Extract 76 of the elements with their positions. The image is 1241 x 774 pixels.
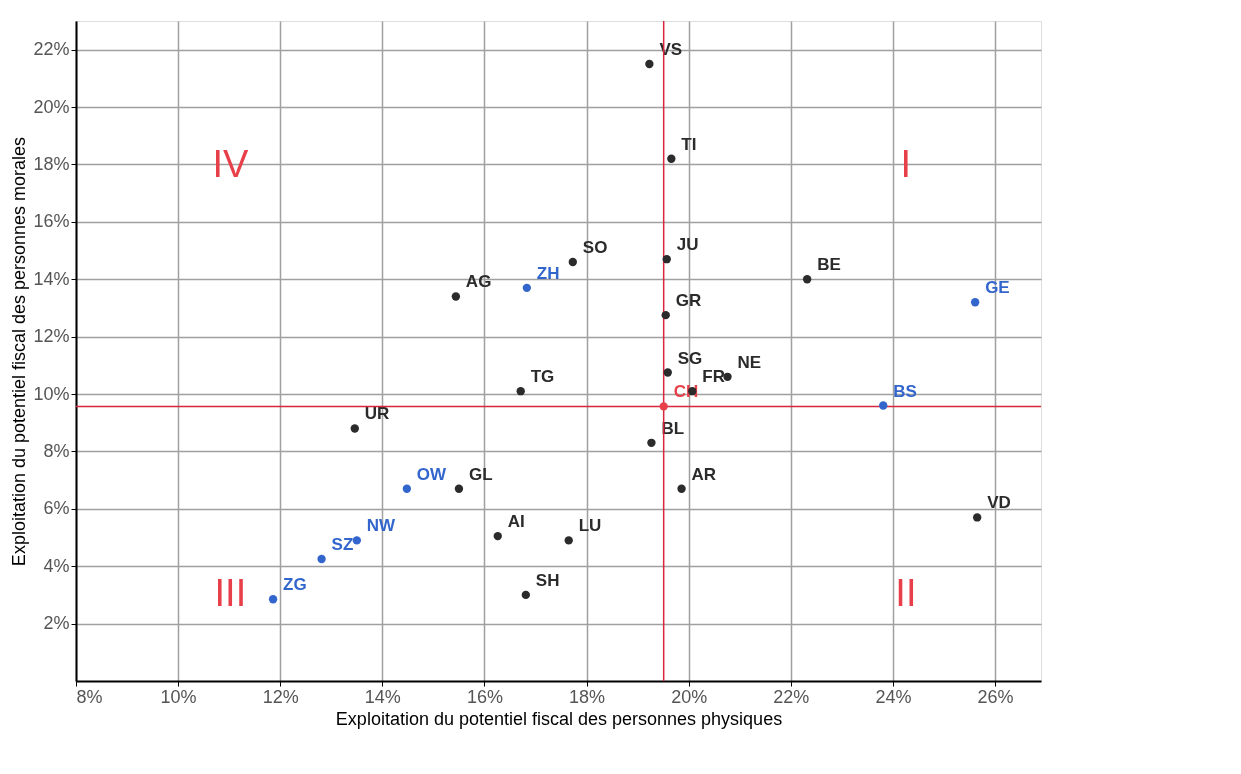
annotation: IV	[212, 143, 249, 186]
series-label: OW	[416, 464, 448, 484]
series-label: SZ	[331, 535, 354, 555]
y-tick-label: 8%	[43, 440, 70, 461]
series-label: UR	[364, 404, 390, 424]
point	[352, 536, 361, 545]
series-label: GE	[985, 278, 1010, 298]
series-label: NE	[737, 352, 762, 372]
point	[663, 368, 672, 377]
y-tick-label: 14%	[33, 268, 70, 289]
series-label: AG	[465, 272, 492, 292]
x-tick-label: 16%	[466, 686, 503, 707]
point	[402, 484, 412, 493]
series-label: JU	[676, 235, 699, 255]
point	[659, 402, 668, 411]
series-label: LU	[578, 516, 602, 536]
point	[516, 387, 525, 396]
x-tick-label: 20%	[671, 686, 708, 707]
point	[647, 438, 656, 447]
point	[454, 484, 464, 493]
point	[521, 590, 531, 600]
x-tick-label: 8%	[76, 686, 103, 707]
series-label: ZH	[536, 263, 560, 283]
y-tick-label: 20%	[33, 96, 70, 117]
y-axis-title: Exploitation du potentiel fiscal des personnes morales	[9, 136, 30, 567]
series-label: FR	[702, 367, 725, 387]
point	[879, 401, 888, 410]
point	[970, 298, 980, 307]
point	[661, 310, 670, 320]
series-label: TG	[530, 367, 555, 387]
y-tick-label: 16%	[33, 211, 70, 232]
x-tick-label: 10%	[160, 686, 197, 707]
y-tick-label: 4%	[43, 555, 70, 576]
point	[493, 531, 502, 541]
series-label: GR	[675, 291, 702, 311]
point	[662, 255, 671, 264]
y-tick-label: 18%	[33, 153, 70, 174]
series-label: BS	[893, 381, 917, 401]
point	[451, 292, 461, 301]
point	[568, 257, 577, 267]
annotation: II	[895, 572, 917, 615]
x-tick-label: 26%	[977, 686, 1014, 707]
x-tick-label: 14%	[364, 686, 401, 707]
x-tick-label: 24%	[875, 686, 912, 707]
series-label: AI	[507, 512, 525, 532]
point	[802, 275, 812, 284]
point	[268, 595, 278, 604]
point	[677, 484, 686, 493]
y-tick-label: 2%	[43, 613, 70, 634]
point	[645, 59, 654, 69]
y-tick-label: 12%	[33, 326, 70, 347]
point	[564, 536, 573, 545]
series-label: ZG	[283, 575, 307, 595]
series-label: SH	[535, 570, 560, 590]
point	[350, 424, 359, 433]
x-axis-title: Exploitation du potentiel fiscal des personnes physiques	[335, 708, 783, 729]
series-label: NW	[366, 516, 397, 536]
series-label: BE	[817, 255, 841, 275]
series-label: VD	[987, 493, 1011, 513]
series-label: SG	[677, 348, 703, 368]
annotation: III	[214, 572, 247, 615]
series-label: GL	[468, 464, 493, 484]
point	[667, 154, 676, 163]
series-label: SO	[582, 238, 608, 258]
annotation: I	[900, 143, 912, 186]
series-label: AR	[691, 464, 717, 484]
point	[522, 283, 532, 293]
x-tick-label: 22%	[773, 686, 810, 707]
x-tick-label: 12%	[262, 686, 299, 707]
y-tick-label: 6%	[43, 498, 70, 519]
y-tick-label: 10%	[33, 383, 70, 404]
point	[972, 513, 982, 522]
y-tick-label: 22%	[33, 39, 70, 60]
series-label: TI	[681, 134, 697, 154]
x-tick-label: 18%	[569, 686, 606, 707]
point	[317, 554, 326, 564]
